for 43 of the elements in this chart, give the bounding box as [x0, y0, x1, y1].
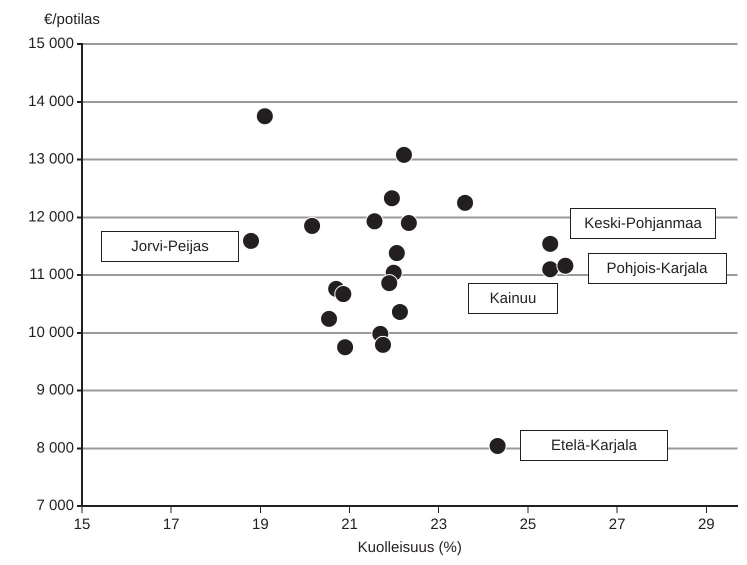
- x-tick-label: 19: [252, 516, 269, 534]
- point: [400, 214, 418, 232]
- point: [556, 256, 574, 275]
- x-tick-label: 27: [608, 516, 626, 534]
- y-tick-label: 10 000: [28, 324, 74, 341]
- x-tick-label: 17: [162, 516, 180, 534]
- x-axis-title: Kuolleisuus (%): [358, 539, 462, 556]
- y-axis-title: €/potilas: [44, 11, 100, 28]
- point: [488, 436, 507, 455]
- y-tick-label: 8 000: [36, 439, 74, 456]
- y-tick-label: 7 000: [36, 497, 74, 514]
- point: [336, 338, 354, 356]
- point: [390, 302, 409, 321]
- x-tick-label: 29: [698, 516, 715, 534]
- y-tick-label: 9 000: [36, 382, 74, 399]
- annotation: Keski-Pohjanmaa: [584, 215, 702, 232]
- y-tick-label: 13 000: [28, 150, 74, 168]
- point: [380, 274, 398, 292]
- annotation: Kainuu: [490, 290, 536, 307]
- annotation: Pohjois-Karjala: [606, 260, 708, 277]
- point: [541, 260, 560, 278]
- point: [541, 234, 560, 253]
- x-tick-label: 25: [520, 516, 536, 534]
- point: [382, 189, 401, 208]
- point: [388, 244, 406, 262]
- point: [374, 336, 392, 354]
- y-tick-label: 15 000: [28, 35, 74, 52]
- point: [394, 146, 413, 164]
- y-tick-label: 14 000: [28, 92, 74, 110]
- y-tick-label: 12 000: [28, 208, 74, 226]
- x-tick-label: 23: [430, 516, 448, 534]
- annotation: Jorvi-Peijas: [131, 238, 209, 255]
- point: [256, 107, 274, 126]
- x-tick-label: 15: [74, 516, 90, 534]
- point: [303, 216, 322, 235]
- point: [366, 212, 384, 230]
- y-tick-label: 11 000: [29, 266, 74, 284]
- point: [456, 194, 474, 212]
- x-tick-label: 21: [341, 516, 358, 534]
- point: [320, 310, 338, 328]
- point: [242, 232, 260, 250]
- annotation: Etelä-Karjala: [551, 437, 637, 454]
- point: [334, 285, 352, 304]
